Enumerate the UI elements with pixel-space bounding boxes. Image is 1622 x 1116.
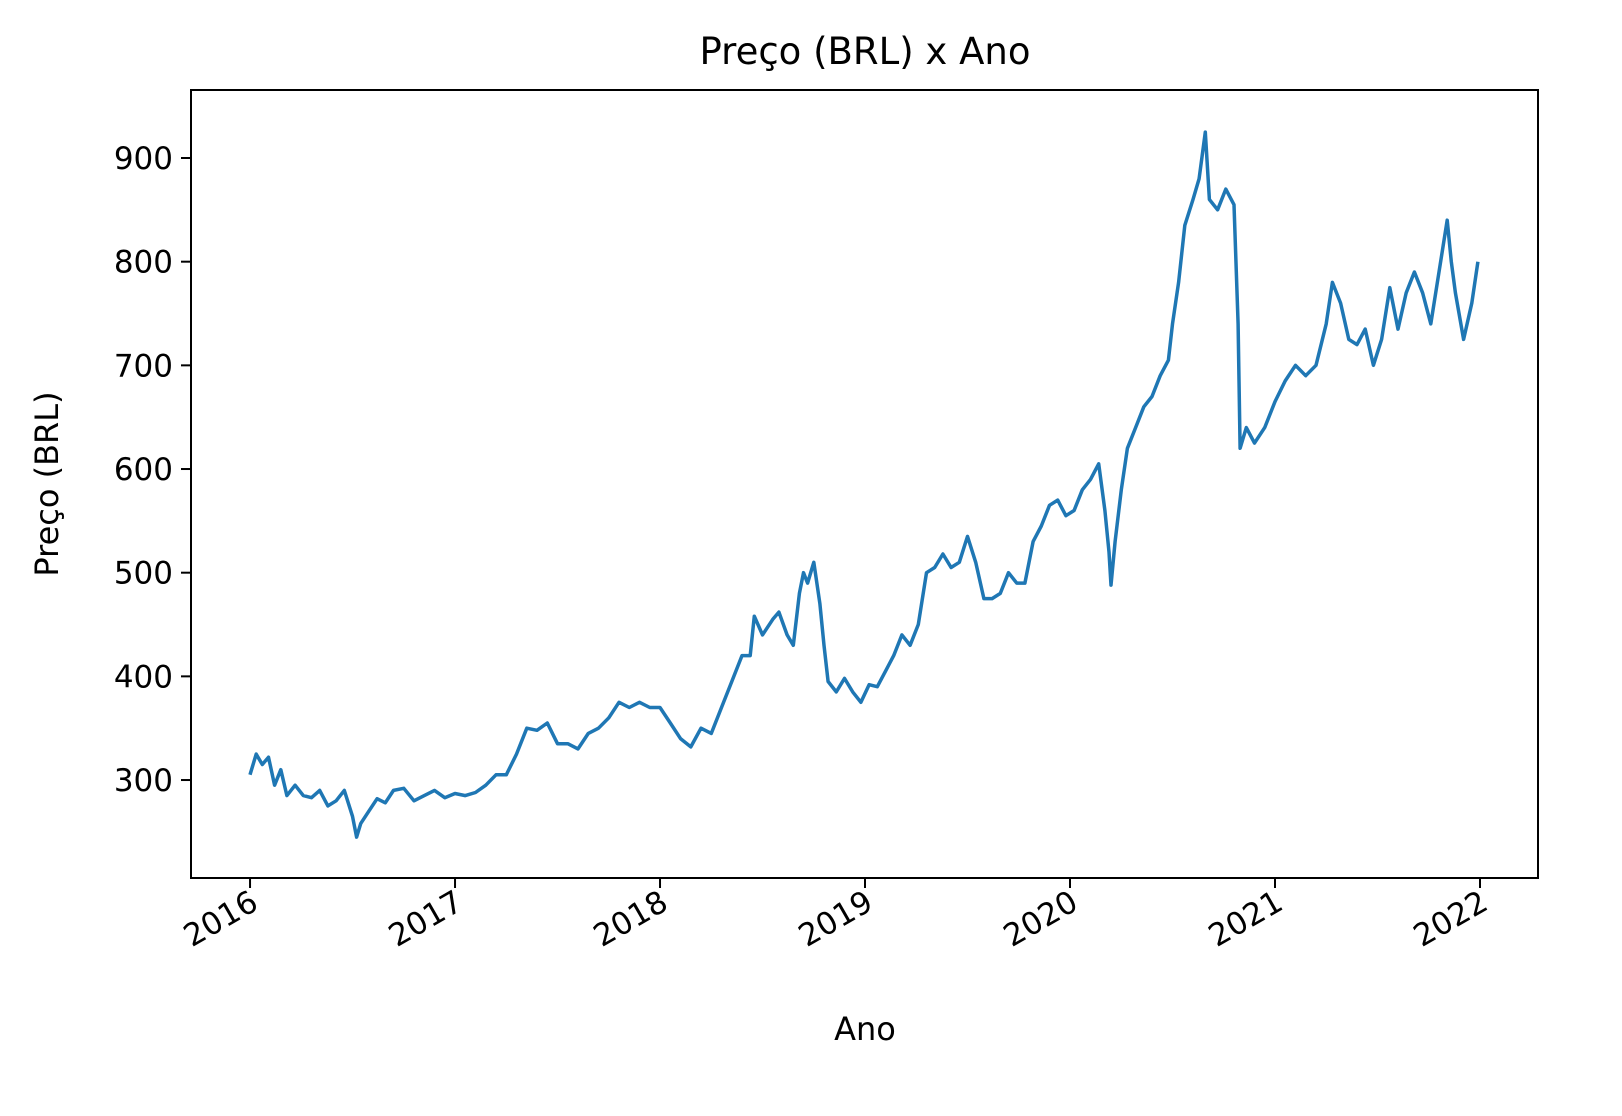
- y-tick-label: 400: [114, 659, 173, 695]
- y-tick-label: 700: [114, 348, 173, 384]
- x-tick-label: 2016: [178, 884, 264, 955]
- chart-title: Preço (BRL) x Ano: [700, 30, 1031, 73]
- x-tick-label: 2018: [588, 884, 674, 955]
- y-tick-label: 300: [114, 763, 173, 799]
- y-tick-label: 600: [114, 452, 173, 488]
- y-tick-label: 800: [114, 245, 173, 281]
- y-axis-label: Preço (BRL): [28, 391, 66, 576]
- price-line: [248, 130, 1480, 839]
- y-tick-label: 900: [114, 141, 173, 177]
- x-tick-label: 2021: [1203, 884, 1289, 955]
- x-tick-label: 2022: [1408, 884, 1494, 955]
- x-tick-label: 2020: [998, 884, 1084, 955]
- x-axis-label: Ano: [834, 1010, 896, 1048]
- y-tick-label: 500: [114, 556, 173, 592]
- x-tick-label: 2019: [793, 884, 879, 955]
- plot-frame: [190, 89, 1539, 879]
- x-tick-label: 2017: [383, 884, 469, 955]
